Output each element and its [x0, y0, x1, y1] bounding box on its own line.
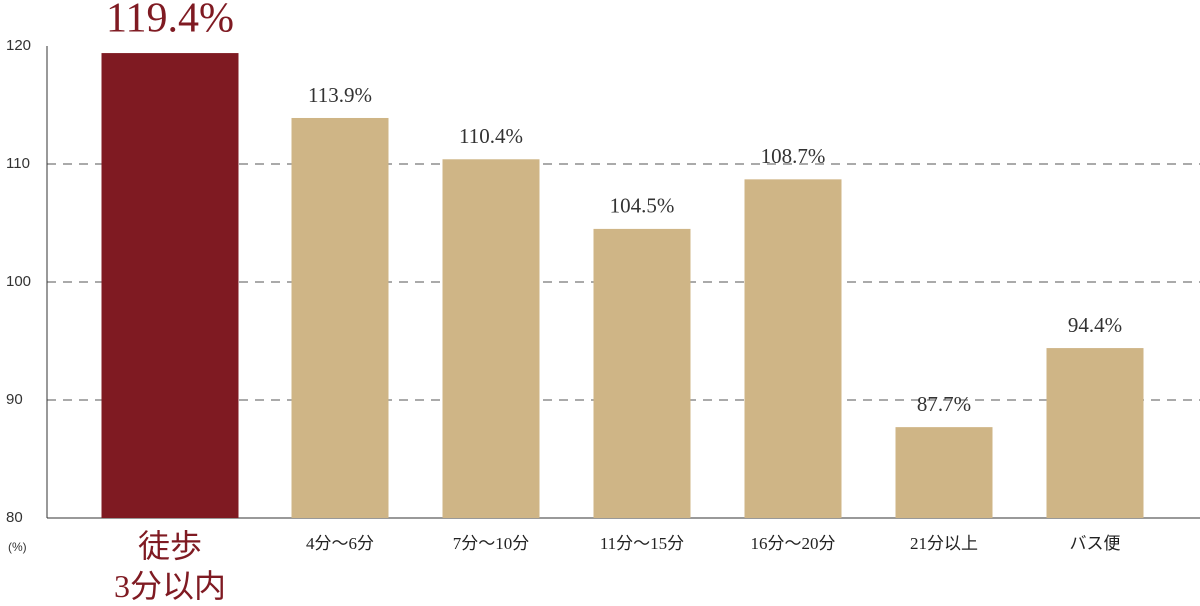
bar	[744, 179, 842, 518]
x-tick-label: 11分〜15分	[599, 534, 685, 553]
y-tick-label: 110	[6, 155, 30, 172]
y-tick-label: 100	[6, 273, 31, 290]
y-tick-label: 80	[6, 509, 23, 526]
value-label: 94.4%	[1068, 313, 1122, 337]
y-unit: (%)	[8, 540, 27, 554]
y-tick-label: 90	[6, 391, 23, 408]
value-label: 113.9%	[308, 83, 372, 107]
bar	[1046, 348, 1144, 518]
value-label: 110.4%	[459, 124, 523, 148]
x-tick-label: 16分〜20分	[750, 534, 836, 553]
y-tick-label: 120	[6, 37, 31, 54]
bar	[593, 228, 691, 518]
x-tick-label: 徒歩 3分以内	[113, 528, 227, 604]
bar	[291, 117, 389, 518]
value-label: 87.7%	[917, 392, 971, 416]
x-tick-label: 7分〜10分	[452, 534, 530, 553]
x-tick-label: 4分〜6分	[306, 534, 374, 553]
bar	[101, 53, 239, 519]
x-tick-label: 21分以上	[910, 534, 978, 553]
value-label: 104.5%	[610, 194, 675, 218]
value-label: 108.7%	[761, 144, 826, 168]
x-tick-label: バス便	[1069, 534, 1121, 553]
value-label: 119.4%	[106, 0, 234, 42]
bar	[895, 427, 993, 518]
bar	[442, 159, 540, 518]
